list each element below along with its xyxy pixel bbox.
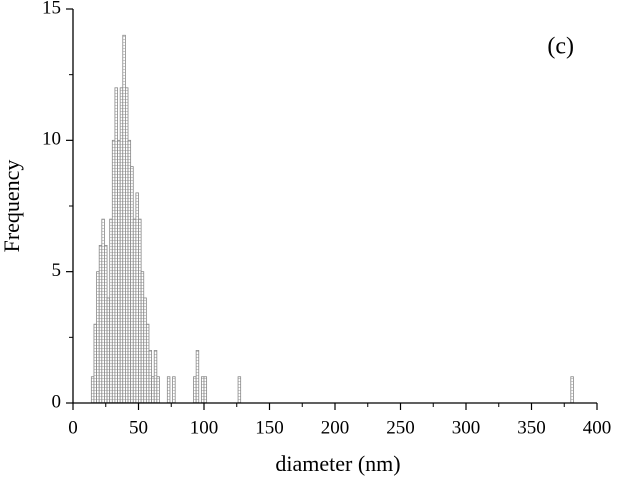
x-axis-label: diameter (nm): [275, 451, 400, 476]
x-tick-label: 300: [452, 417, 481, 438]
x-tick-label: 350: [517, 417, 546, 438]
x-tick-label: 50: [129, 417, 148, 438]
x-tick-label: 400: [583, 417, 612, 438]
bar: [156, 376, 160, 404]
bar: [203, 376, 208, 404]
y-tick-label: 0: [52, 391, 62, 412]
bar: [195, 350, 200, 404]
y-axis-label: Frequency: [0, 160, 24, 253]
axis-frame: [72, 9, 597, 404]
x-tick-label: 100: [190, 417, 219, 438]
bar: [570, 376, 574, 404]
y-tick-label: 10: [42, 129, 61, 150]
x-tick-label: 0: [68, 417, 78, 438]
x-tick-label: 250: [386, 417, 415, 438]
bar: [237, 376, 242, 404]
y-tick-label: 5: [52, 260, 62, 281]
y-tick-label: 15: [42, 0, 61, 18]
bar: [172, 376, 176, 404]
x-tick-label: 150: [255, 417, 284, 438]
bar: [166, 376, 171, 404]
annotation: (c): [547, 34, 574, 60]
x-tick-label: 200: [321, 417, 350, 438]
